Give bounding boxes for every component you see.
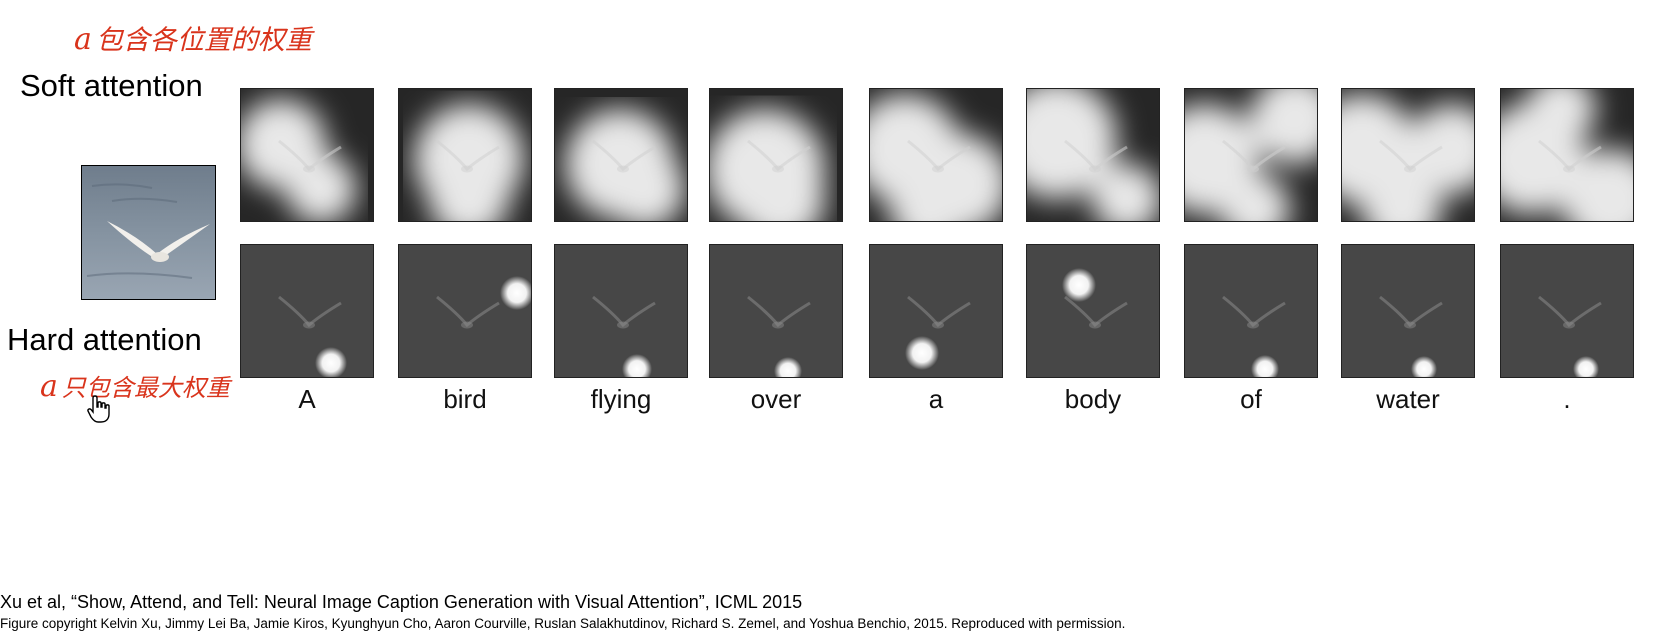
soft-attention-map — [869, 88, 1003, 222]
annotation-text: 包含各位置的权重 — [95, 25, 312, 56]
hard-attention-map — [1026, 244, 1160, 378]
annotation-hard-note: a 只包含最大权重 — [40, 368, 230, 404]
caption-word: A — [298, 384, 316, 414]
soft-attention-label: Soft attention — [20, 68, 203, 103]
copyright-text: Figure copyright Kelvin Xu, Jimmy Lei Ba… — [0, 616, 1126, 631]
soft-attention-map — [240, 88, 374, 222]
soft-attention-map — [1026, 88, 1160, 222]
annotation-soft-note: a 包含各位置的权重 — [74, 18, 312, 57]
soft-attention-map — [1184, 88, 1318, 222]
source-photo-bird — [81, 165, 216, 300]
caption-word: a — [928, 384, 944, 414]
hard-attention-map — [240, 244, 374, 378]
hard-attention-map — [1500, 244, 1634, 378]
caption-word: bird — [443, 384, 487, 414]
caption-word: over — [750, 384, 802, 414]
caption-word: body — [1064, 384, 1122, 414]
hand-cursor-icon — [86, 394, 112, 429]
annotation-text: 只包含最大权重 — [61, 374, 230, 402]
hard-attention-map — [554, 244, 688, 378]
caption-word: of — [1240, 384, 1262, 414]
citation-text: Xu et al, “Show, Attend, and Tell: Neura… — [0, 592, 803, 612]
soft-attention-map — [554, 88, 688, 222]
caption-word: water — [1376, 384, 1440, 414]
annotation-alpha: a — [74, 22, 92, 57]
soft-attention-map — [709, 88, 843, 222]
caption-word: . — [1563, 384, 1571, 414]
soft-attention-map — [1341, 88, 1475, 222]
annotation-alpha: a — [40, 369, 58, 404]
hard-attention-label: Hard attention — [7, 322, 202, 357]
hard-attention-map — [1184, 244, 1318, 378]
hard-attention-map — [1341, 244, 1475, 378]
caption-word: flying — [590, 384, 652, 414]
hard-attention-map — [869, 244, 1003, 378]
soft-attention-map — [398, 88, 532, 222]
hard-attention-map — [709, 244, 843, 378]
hard-attention-map — [398, 244, 532, 378]
soft-attention-map — [1500, 88, 1634, 222]
